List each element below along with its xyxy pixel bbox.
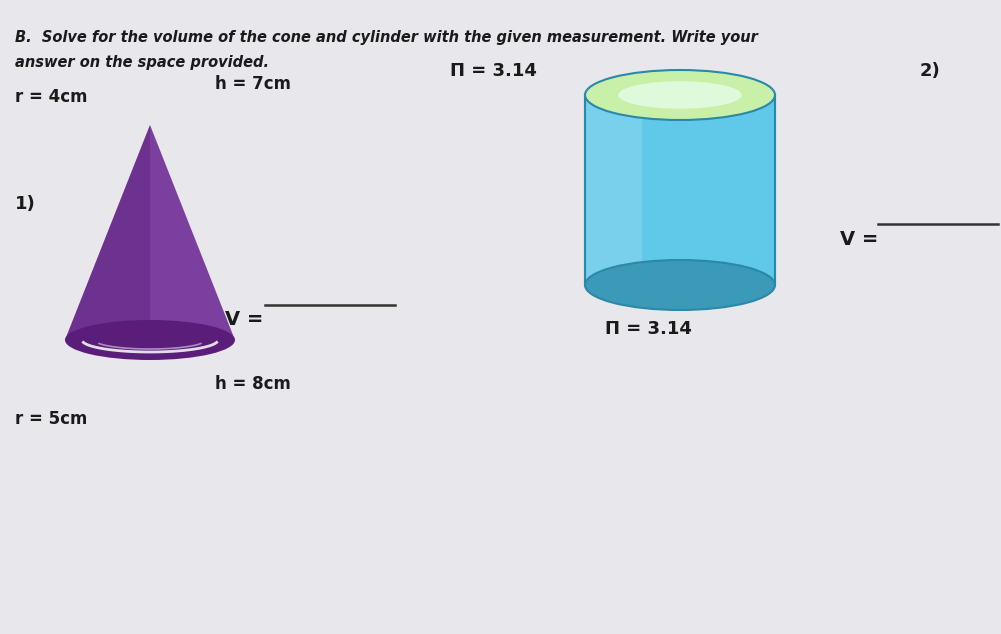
Text: Π = 3.14: Π = 3.14 [450,62,537,80]
Ellipse shape [585,70,775,120]
Bar [585,95,642,285]
Text: B.  Solve for the volume of the cone and cylinder with the given measurement. Wr: B. Solve for the volume of the cone and … [15,30,758,45]
Text: V =: V = [225,310,270,329]
Ellipse shape [65,320,235,360]
Text: 2): 2) [920,62,941,80]
Text: h = 7cm: h = 7cm [215,75,291,93]
Text: r = 4cm: r = 4cm [15,88,87,106]
Text: h = 8cm: h = 8cm [215,375,291,393]
Text: answer on the space provided.: answer on the space provided. [15,55,269,70]
Ellipse shape [585,260,775,310]
Text: Π = 3.14: Π = 3.14 [605,320,692,338]
Polygon shape [65,125,150,340]
Polygon shape [65,125,235,340]
Text: V =: V = [840,230,885,249]
Text: r = 5cm: r = 5cm [15,410,87,428]
Ellipse shape [619,81,742,109]
Text: 1): 1) [15,195,36,213]
Bar [585,95,775,285]
